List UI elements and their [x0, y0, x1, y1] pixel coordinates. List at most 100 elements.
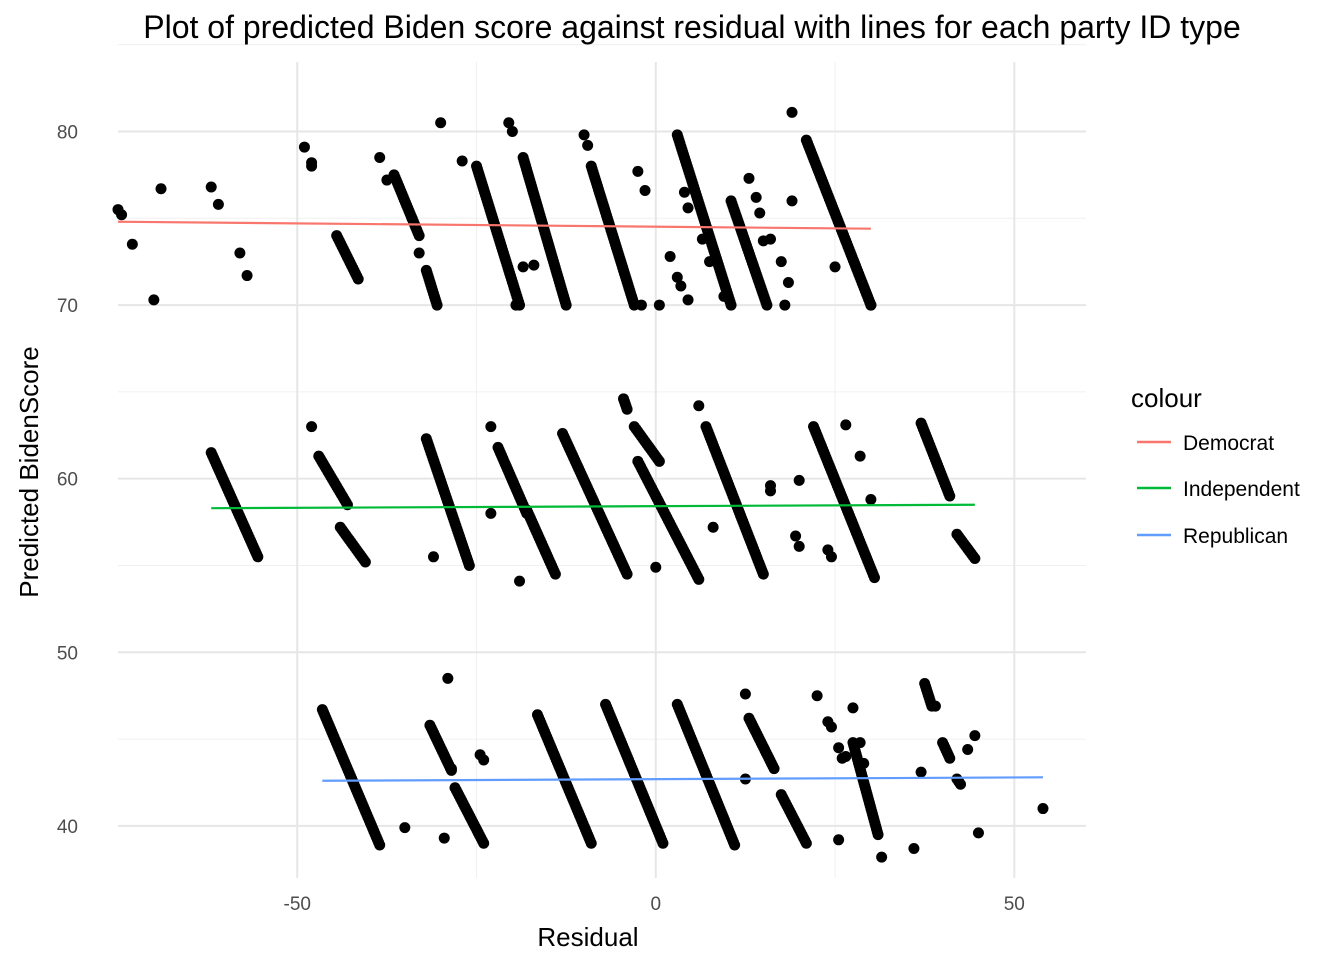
x-tick-label: 50 — [1004, 894, 1025, 915]
fit-line-republican — [322, 776, 1043, 782]
data-point — [406, 212, 418, 224]
y-tick-label: 80 — [57, 122, 78, 143]
data-points — [112, 106, 1049, 863]
grid-major-lines — [118, 62, 1086, 878]
data-point — [908, 842, 920, 854]
y-tick-label: 50 — [57, 643, 78, 664]
data-point — [306, 160, 318, 172]
y-tick-labels: 40 50 60 70 80 — [57, 122, 78, 837]
data-point — [639, 184, 651, 196]
y-axis-title: Predicted BidenScore — [14, 346, 44, 597]
data-point — [865, 494, 877, 506]
data-point — [761, 299, 773, 311]
chart-title: Plot of predicted Biden score against re… — [143, 9, 1240, 45]
data-point — [969, 553, 981, 565]
data-point — [650, 561, 662, 573]
data-point — [872, 829, 884, 841]
data-point — [506, 125, 518, 137]
fit-line-independent — [211, 503, 975, 510]
data-point — [678, 186, 690, 198]
data-point — [478, 754, 490, 766]
data-point — [205, 181, 217, 193]
data-point — [510, 299, 522, 311]
data-point — [435, 117, 447, 129]
data-point — [969, 730, 981, 742]
data-point — [786, 106, 798, 118]
x-tick-labels: -50 0 50 — [284, 894, 1025, 915]
legend: colour Democrat Independent Republican — [1131, 383, 1300, 548]
data-point — [1037, 803, 1049, 815]
data-point — [833, 742, 845, 754]
data-point — [503, 117, 515, 129]
data-point — [657, 837, 669, 849]
data-point — [485, 421, 497, 433]
data-point — [865, 299, 877, 311]
data-point — [431, 299, 443, 311]
data-point — [765, 485, 777, 497]
data-point — [693, 400, 705, 412]
data-point — [825, 721, 837, 733]
data-point — [413, 247, 425, 259]
data-point — [528, 259, 540, 271]
data-point — [298, 141, 310, 153]
data-point — [427, 551, 439, 563]
fit-line-democrat — [117, 220, 871, 230]
data-point — [374, 151, 386, 163]
data-point — [693, 573, 705, 585]
data-point — [739, 688, 751, 700]
data-point — [514, 575, 526, 587]
data-point — [252, 551, 264, 563]
data-point — [829, 261, 841, 273]
data-point — [718, 290, 730, 302]
data-point — [858, 757, 870, 769]
data-point — [972, 827, 984, 839]
data-point — [445, 763, 457, 775]
data-point — [775, 256, 787, 268]
data-point — [768, 763, 780, 775]
data-point — [381, 174, 393, 186]
data-point — [621, 403, 633, 415]
data-point — [212, 198, 224, 210]
legend-item-democrat: Democrat — [1137, 432, 1274, 455]
data-point — [306, 421, 318, 433]
data-point — [632, 165, 644, 177]
data-point — [664, 250, 676, 262]
data-point — [840, 750, 852, 762]
data-point — [962, 744, 974, 756]
data-point — [241, 270, 253, 282]
data-point — [915, 766, 927, 778]
data-point — [793, 474, 805, 486]
legend-label-independent: Independent — [1183, 478, 1300, 501]
y-tick-label: 40 — [57, 817, 78, 838]
data-point — [811, 690, 823, 702]
data-point — [635, 299, 647, 311]
data-point — [944, 490, 956, 502]
data-point — [653, 299, 665, 311]
data-point — [840, 419, 852, 431]
data-point — [876, 851, 888, 863]
data-point — [707, 521, 719, 533]
data-point — [682, 294, 694, 306]
data-point — [944, 752, 956, 764]
data-point — [955, 778, 967, 790]
data-point — [116, 209, 128, 221]
data-point — [517, 261, 529, 273]
data-point — [560, 299, 572, 311]
data-point — [653, 455, 665, 467]
data-point — [478, 837, 490, 849]
data-point — [671, 271, 683, 283]
data-point — [757, 568, 769, 580]
data-point — [456, 155, 468, 167]
data-point — [148, 294, 160, 306]
data-point — [359, 556, 371, 568]
data-point — [485, 507, 497, 519]
data-point — [765, 233, 777, 245]
data-point — [854, 450, 866, 462]
data-point — [682, 202, 694, 214]
data-point — [725, 299, 737, 311]
data-point — [413, 230, 425, 242]
legend-title: colour — [1131, 383, 1202, 413]
data-point — [782, 276, 794, 288]
y-tick-label: 70 — [57, 296, 78, 317]
x-axis-title: Residual — [537, 922, 638, 952]
